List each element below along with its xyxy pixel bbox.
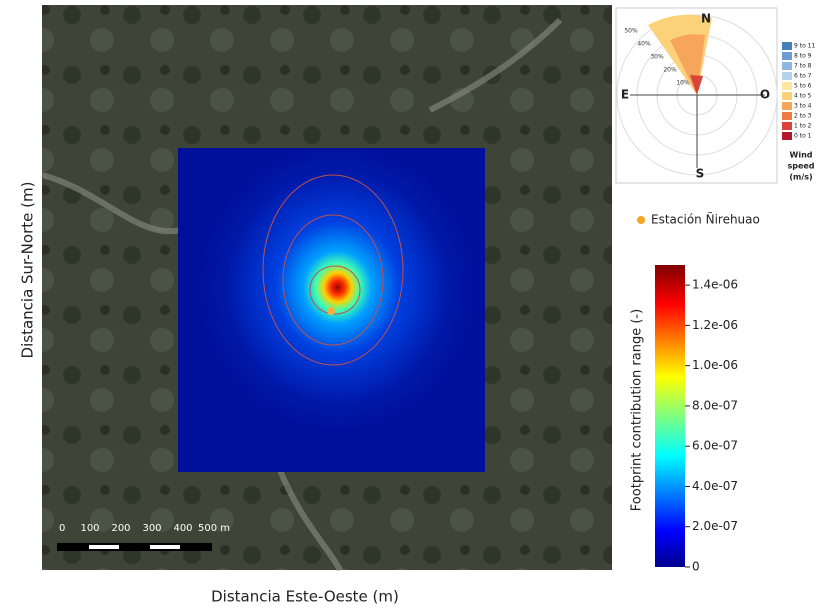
speed-label: 9 to 11	[794, 43, 815, 50]
colorbar	[655, 265, 685, 567]
wind-rose	[616, 8, 777, 183]
ring-label: 50%	[624, 28, 638, 35]
speed-label: 1 to 2	[794, 123, 812, 130]
scale-label: 0	[59, 523, 65, 534]
scale-label: 400	[173, 523, 192, 534]
direction-label: E	[621, 88, 629, 102]
scale-bar	[57, 543, 212, 551]
colorbar-tick-label: 1.4e-06	[692, 278, 738, 292]
station-label: Estación Ñirehuao	[651, 212, 760, 227]
scale-label: 200	[111, 523, 130, 534]
speed-swatch	[782, 132, 792, 140]
speed-swatch	[782, 92, 792, 100]
colorbar-tick-label: 1.0e-06	[692, 358, 738, 372]
speed-swatch	[782, 122, 792, 130]
ring-label: 10%	[676, 80, 690, 87]
ring-label: 20%	[663, 67, 677, 74]
speed-label: 6 to 7	[794, 73, 812, 80]
speed-label: 8 to 9	[794, 53, 812, 60]
speed-swatch	[782, 112, 792, 120]
colorbar-tick-label: 1.2e-06	[692, 318, 738, 332]
colorbar-tick-label: 2.0e-07	[692, 519, 738, 533]
ring-label: 30%	[650, 54, 664, 61]
colorbar-tick-label: 0	[692, 560, 700, 574]
speed-label: 4 to 5	[794, 93, 812, 100]
speed-title: Wind	[790, 151, 813, 160]
ring-label: 40%	[637, 41, 651, 48]
direction-label: S	[696, 167, 705, 181]
figure: Distancia Sur-Norte (m) Distancia Este-O…	[0, 0, 818, 610]
colorbar-tick-label: 8.0e-07	[692, 398, 738, 412]
station-marker	[327, 307, 335, 315]
speed-swatch	[782, 52, 792, 60]
speed-label: 7 to 8	[794, 63, 812, 70]
speed-label: 3 to 4	[794, 103, 812, 110]
speed-swatch	[782, 42, 792, 50]
colorbar-tick-label: 4.0e-07	[692, 479, 738, 493]
speed-title: (m/s)	[789, 173, 812, 182]
speed-swatch	[782, 82, 792, 90]
direction-label: N	[701, 12, 711, 26]
scale-label: 300	[142, 523, 161, 534]
scale-label: 500 m	[198, 523, 230, 534]
speed-swatch	[782, 62, 792, 70]
speed-swatch	[782, 72, 792, 80]
speed-label: 5 to 6	[794, 83, 812, 90]
speed-title: speed	[787, 162, 814, 171]
y-axis-label: Distancia Sur-Norte (m)	[19, 182, 37, 359]
speed-swatch	[782, 102, 792, 110]
map	[42, 5, 612, 570]
direction-label: O	[760, 88, 770, 102]
colorbar-tick-label: 6.0e-07	[692, 439, 738, 453]
scale-label: 100	[80, 523, 99, 534]
x-axis-label: Distancia Este-Oeste (m)	[211, 588, 399, 606]
colorbar-label: Footprint contribution range (-)	[630, 309, 645, 511]
speed-label: 0 to 1	[794, 133, 812, 140]
speed-label: 2 to 3	[794, 113, 812, 120]
